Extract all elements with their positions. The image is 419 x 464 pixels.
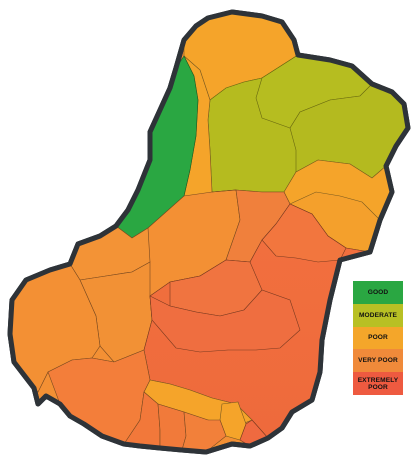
legend-item-very-poor: VERY POOR: [353, 349, 403, 373]
region-extremely-poor-sub3: [261, 203, 347, 263]
legend-item-moderate: MODERATE: [353, 303, 403, 327]
air-quality-legend: GOOD MODERATE POOR VERY POOR EXTREMELY P…: [353, 281, 403, 395]
legend-item-good: GOOD: [353, 281, 403, 304]
legend-label-poor: POOR: [368, 334, 388, 342]
legend-label-moderate: MODERATE: [358, 311, 398, 319]
region-very-poor-south-3: [181, 411, 227, 453]
legend-label-good: GOOD: [367, 288, 389, 296]
region-extremely-poor-sub2: [149, 289, 301, 353]
legend-item-extremely-poor: EXTREMELY POOR: [353, 372, 403, 395]
legend-label-very-poor: VERY POOR: [358, 357, 398, 365]
region-border: [7, 9, 411, 455]
legend-item-poor: POOR: [353, 326, 403, 350]
legend-label-extremely-poor: EXTREMELY POOR: [357, 376, 399, 391]
